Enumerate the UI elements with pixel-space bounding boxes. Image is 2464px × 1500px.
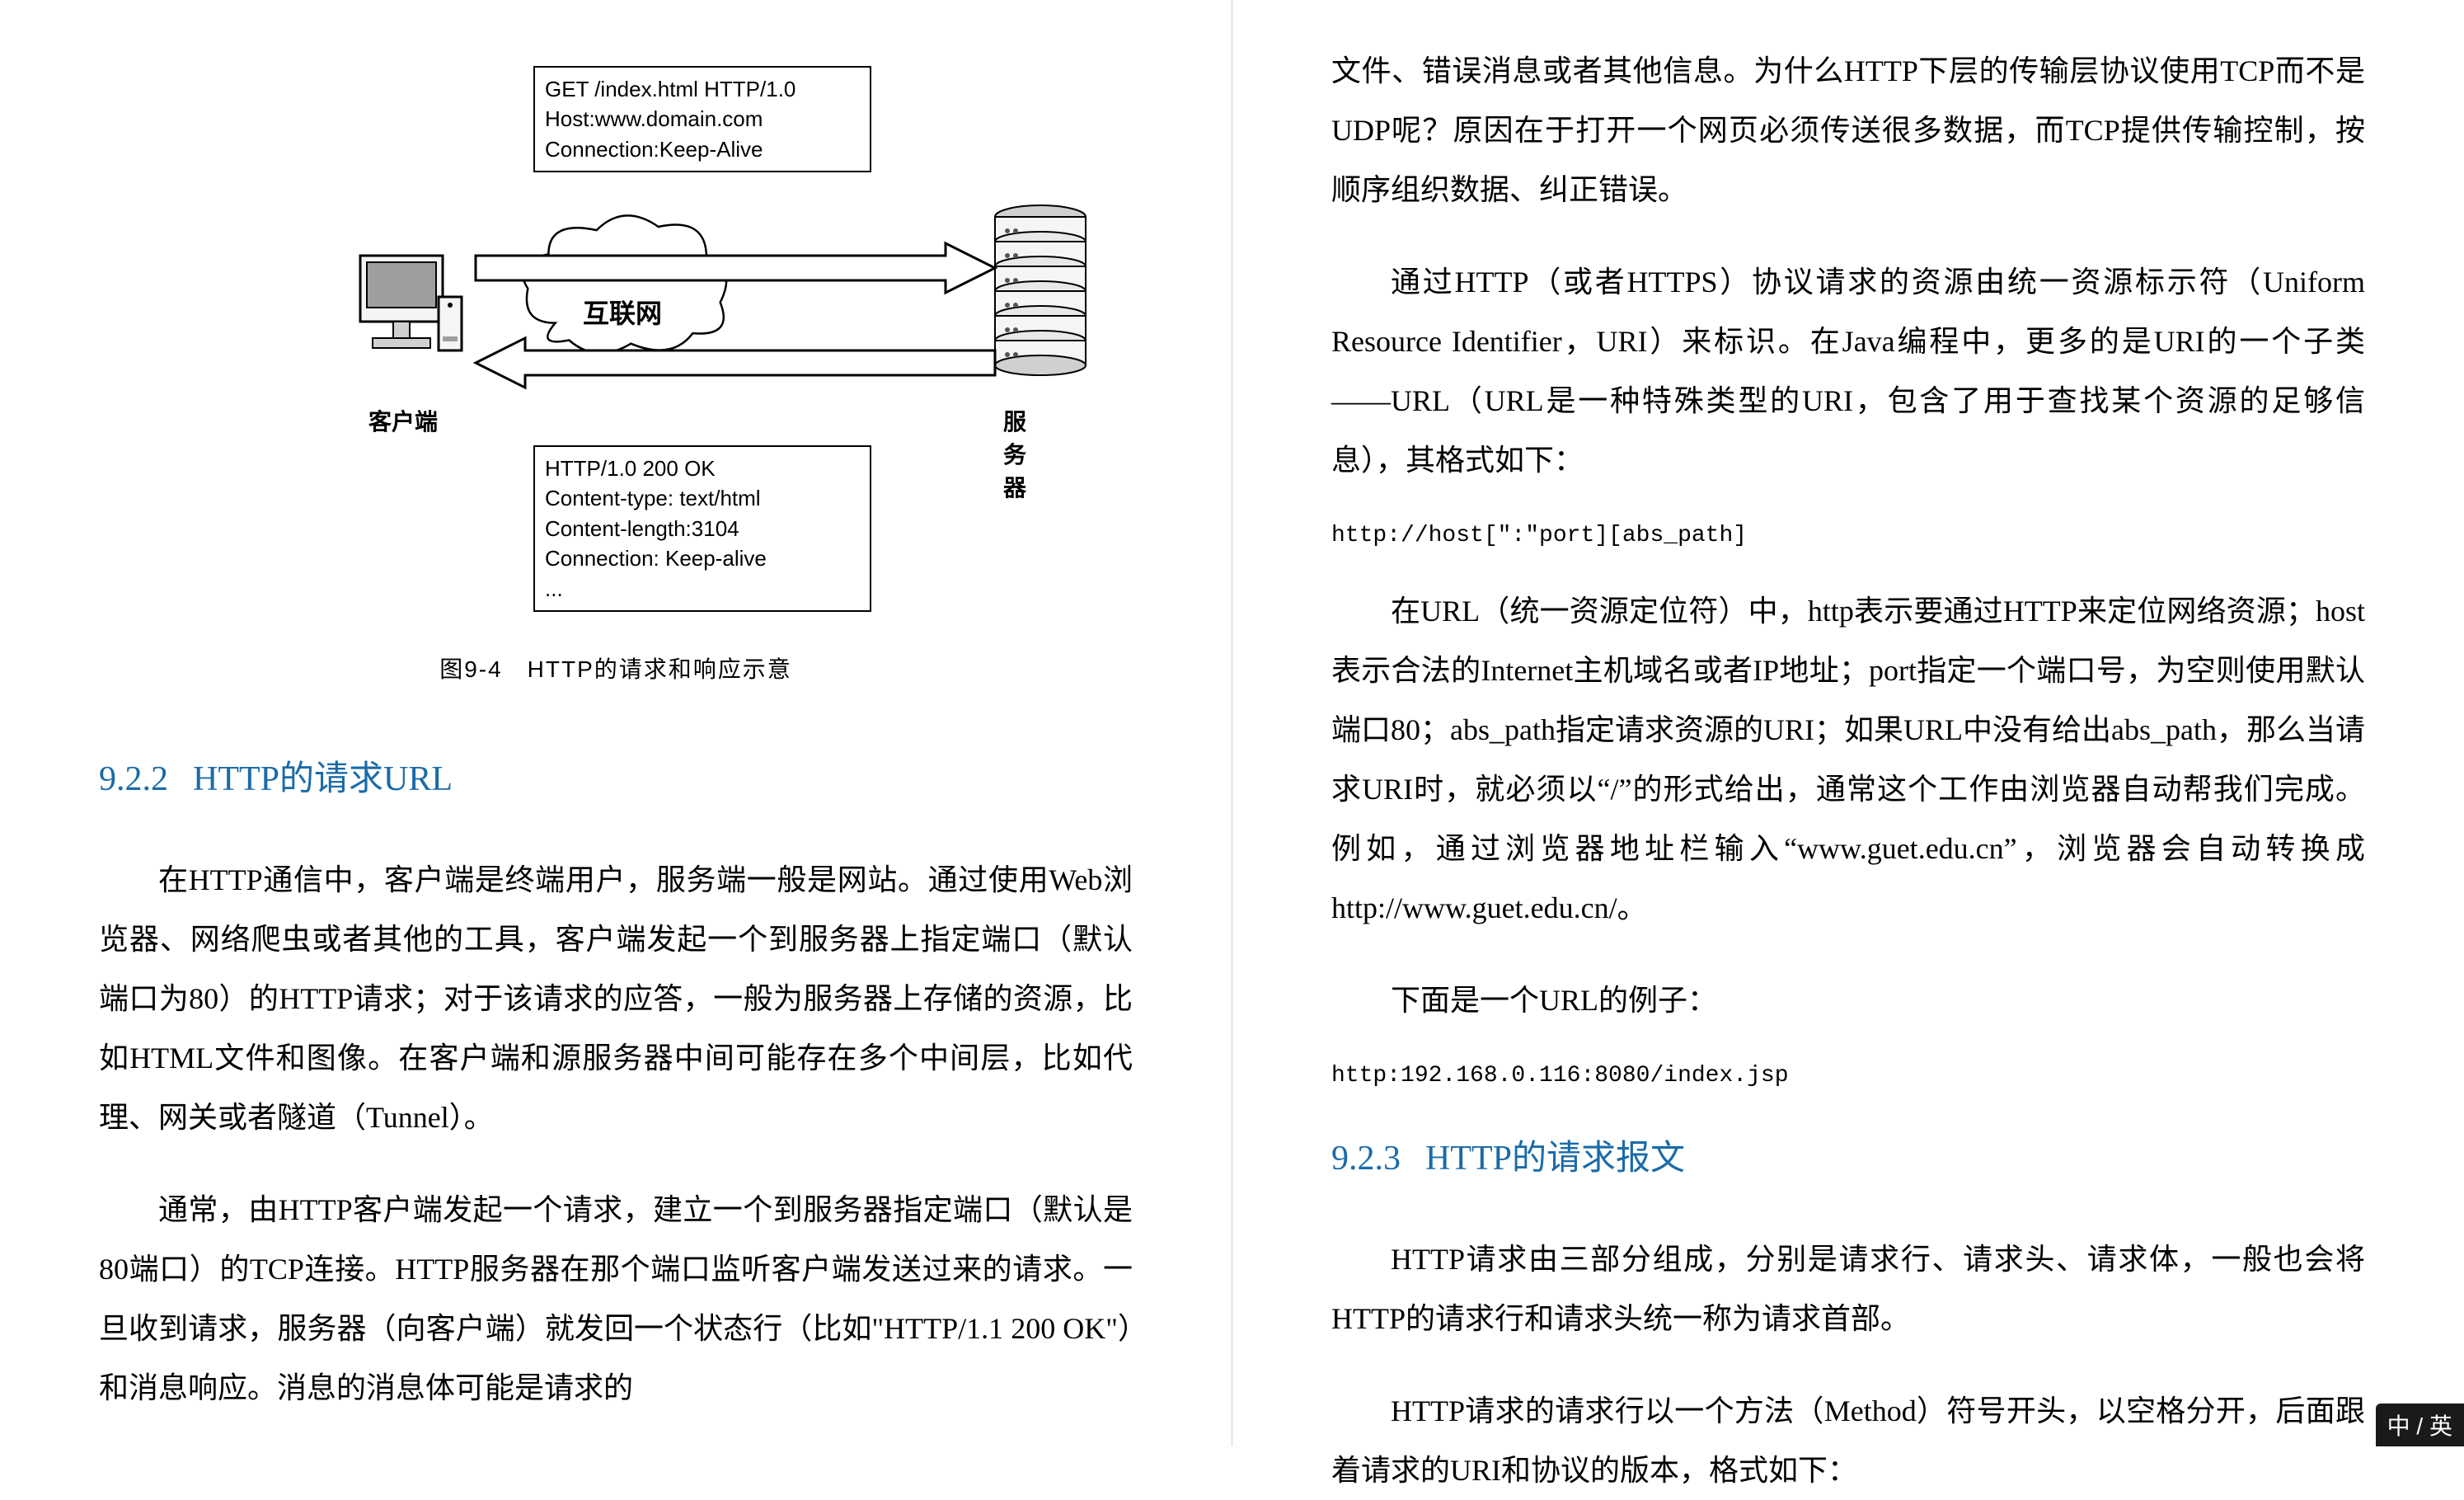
right-para-6: HTTP请求的请求行以一个方法（Method）符号开头，以空格分开，后面跟着请求… [1331, 1381, 2365, 1500]
right-para-1: 文件、错误消息或者其他信息。为什么HTTP下层的传输层协议使用TCP而不是UDP… [1331, 41, 2365, 219]
right-para-3: 在URL（统一资源定位符）中，http表示要通过HTTP来定位网络资源；host… [1331, 581, 2365, 938]
section-heading-922: 9.2.2 HTTP的请求URL [99, 750, 1133, 801]
figure-caption: 图9-4 HTTP的请求和响应示意 [245, 651, 987, 684]
right-para-5: HTTP请求由三部分组成，分别是请求行、请求头、请求体，一般也会将HTTP的请求… [1331, 1230, 2365, 1348]
http-diagram: GET /index.html HTTP/1.0 Host:www.domain… [245, 58, 987, 684]
ime-indicator[interactable]: 中 / 英 [2376, 1404, 2464, 1446]
section-heading-923: 9.2.3 HTTP的请求报文 [1331, 1130, 2365, 1180]
section-number: 9.2.2 [99, 760, 168, 798]
client-label: 客户端 [368, 404, 438, 437]
url-example-code: http:192.168.0.116:8080/index.jsp [1331, 1063, 2365, 1089]
left-para-1: 在HTTP通信中，客户端是终端用户，服务端一般是网站。通过使用Web浏览器、网络… [99, 850, 1133, 1147]
client-icon [352, 247, 467, 388]
left-page: GET /index.html HTTP/1.0 Host:www.domain… [0, 0, 1232, 1446]
right-para-4: 下面是一个URL的例子： [1331, 971, 2365, 1030]
section-title: HTTP的请求URL [193, 760, 453, 798]
right-page: 文件、错误消息或者其他信息。为什么HTTP下层的传输层协议使用TCP而不是UDP… [1232, 0, 2464, 1446]
server-label: 服务器 [1003, 404, 1026, 503]
response-arrow-icon [467, 334, 1003, 392]
request-box: GET /index.html HTTP/1.0 Host:www.domain… [533, 66, 871, 172]
url-format-code: http://host[":"port][abs_path] [1331, 523, 2365, 548]
request-arrow-icon [467, 239, 1003, 297]
section-title: HTTP的请求报文 [1425, 1140, 1685, 1178]
left-para-2: 通常，由HTTP客户端发起一个请求，建立一个到服务器指定端口（默认是80端口）的… [99, 1180, 1133, 1418]
internet-cloud-label: 互联网 [583, 293, 662, 331]
response-box: HTTP/1.0 200 OK Content-type: text/html … [533, 445, 871, 612]
section-number: 9.2.3 [1331, 1140, 1401, 1178]
right-para-2: 通过HTTP（或者HTTPS）协议请求的资源由统一资源标示符（Uniform R… [1331, 252, 2365, 490]
